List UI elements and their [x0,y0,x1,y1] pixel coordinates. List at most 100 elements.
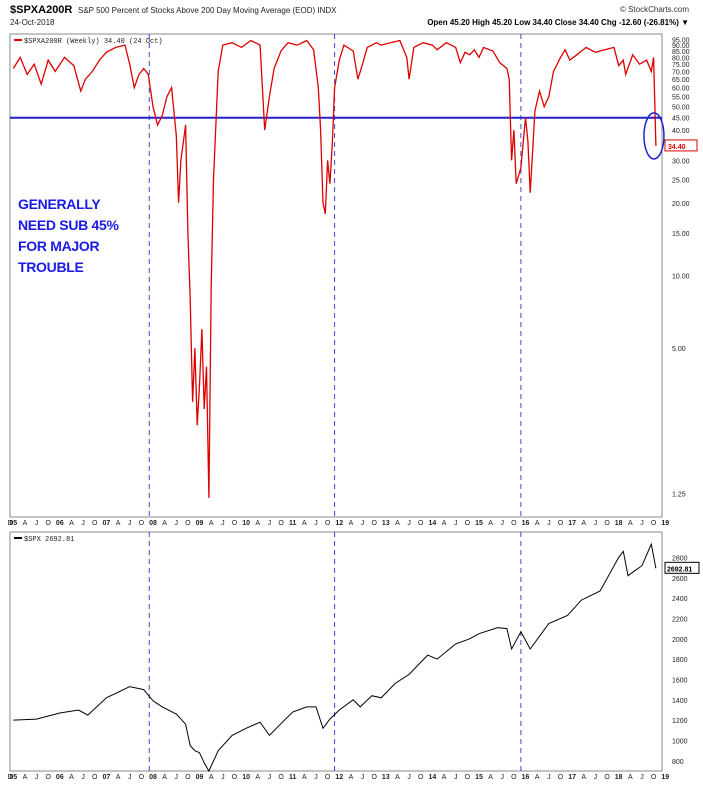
y-tick-label: 20.00 [672,201,690,208]
x-tick-label: J [547,774,551,781]
chart-header: $SPXA200R S&P 500 Percent of Stocks Abov… [0,0,703,30]
x-tick-label: J [81,774,85,781]
y-tick-label: 10.00 [672,274,690,281]
x-tick-label: A [255,520,260,527]
symbol-description: S&P 500 Percent of Stocks Above 200 Day … [78,6,337,15]
x-tick-label: O [371,520,377,527]
x-tick-label: O [232,774,238,781]
x-tick-label: O [465,774,471,781]
x-tick-label: A [162,520,167,527]
x-tick-label: 18 [615,520,623,527]
x-tick-label: J [640,520,644,527]
x-tick-label: J [314,774,318,781]
x-tick-label: A [209,520,214,527]
x-tick-label: J [501,774,505,781]
y-tick-label: 2800 [672,555,688,562]
x-tick-label: 07 [103,520,111,527]
x-tick-label: J [454,520,458,527]
x-tick-label: A [255,774,260,781]
spx-series-line [13,542,657,773]
x-tick-label: 09 [196,520,204,527]
symbol-label: $SPXA200R [10,4,73,16]
x-tick-label: J [314,520,318,527]
x-tick-label: 07 [103,774,111,781]
y-tick-label: 50.00 [672,105,690,112]
x-tick-label: A [23,520,28,527]
x-tick-label: 15 [475,774,483,781]
annotation-text: GENERALLY NEED SUB 45% FOR MAJOR TROUBLE [18,194,119,278]
x-tick-label: 19 [661,774,669,781]
y-tick-label: 2000 [672,637,688,644]
y-tick-label: 25.00 [672,177,690,184]
highlight-circle [643,112,665,160]
y-tick-label: 15.00 [672,231,690,238]
breadth-panel-frame [9,33,663,518]
y-tick-label: 1400 [672,698,688,705]
x-tick-label: A [69,520,74,527]
x-tick-label: O [511,520,517,527]
x-tick-label: A [488,520,493,527]
y-tick-label: 2400 [672,596,688,603]
spx-legend-label: $SPX 2692.81 [24,536,74,544]
x-tick-label: 15 [475,520,483,527]
x-tick-label: A [349,520,354,527]
y-tick-label: 95.00 [672,37,690,44]
x-tick-label: O [651,520,657,527]
x-tick-label: O [371,774,377,781]
x-tick-label: 13 [382,520,390,527]
x-tick-label: 06 [56,520,64,527]
x-tick-label: J [35,774,39,781]
x-tick-label: J [35,520,39,527]
x-tick-label: 14 [429,774,437,781]
x-tick-label: O [232,520,238,527]
annotation-line-4: TROUBLE [18,259,84,275]
x-tick-label: O [278,774,284,781]
x-tick-label: O [45,774,51,781]
y-tick-label: 75.00 [672,62,690,69]
x-tick-label: 12 [335,774,343,781]
annotation-line-2: NEED SUB 45% [18,217,119,233]
annotation-line-3: FOR MAJOR [18,238,100,254]
x-tick-label: O [325,520,331,527]
x-tick-label: J [128,520,132,527]
y-tick-label: 30.00 [672,158,690,165]
x-tick-label: A [442,774,447,781]
x-tick-label: A [628,520,633,527]
x-tick-label: O [139,520,145,527]
x-tick-label: O [139,774,145,781]
y-tick-label: 60.00 [672,86,690,93]
x-tick-label: 11 [289,774,297,781]
x-tick-label: A [535,520,540,527]
x-tick-label: J [594,774,598,781]
spx-last-value-label: 2692.81 [667,566,692,573]
x-tick-label: 10 [242,774,250,781]
x-tick-label: 06 [56,774,64,781]
chart-date: 24-Oct-2018 [10,18,55,27]
x-tick-label: A [209,774,214,781]
y-tick-label: 1200 [672,718,688,725]
ohlc-readout: Open 45.20 High 45.20 Low 34.40 Close 34… [427,18,689,27]
x-tick-label: J [221,520,225,527]
x-tick-label: A [581,774,586,781]
y-tick-label: 80.00 [672,55,690,62]
x-tick-label: 17 [568,520,576,527]
brand-label: © StockCharts.com [619,5,689,14]
y-tick-label: 55.00 [672,95,690,102]
x-tick-label: 16 [522,520,530,527]
x-tick-label: A [116,774,121,781]
x-tick-label: J [361,520,365,527]
x-tick-label: A [162,774,167,781]
y-tick-label: 2200 [672,616,688,623]
x-tick-label: 17 [568,774,576,781]
x-tick-label: 09 [196,774,204,781]
x-tick-label: A [442,520,447,527]
x-tick-label: O [45,520,51,527]
x-tick-label: 18 [615,774,623,781]
x-tick-label: 16 [522,774,530,781]
y-tick-label: 2600 [672,576,688,583]
spx-panel-frame [9,531,663,772]
y-tick-label: 800 [672,759,684,766]
x-tick-label: A [349,774,354,781]
x-tick-label: A [302,774,307,781]
